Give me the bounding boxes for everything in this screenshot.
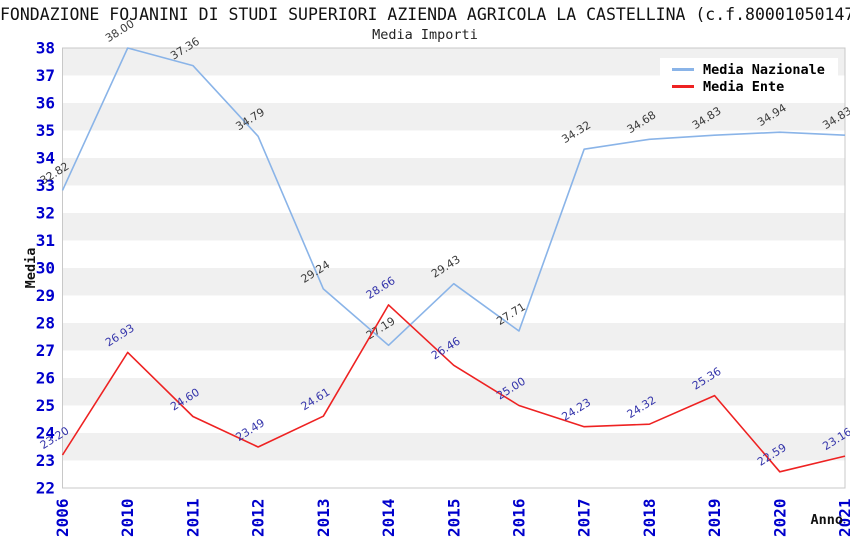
x-tick-label: 2019: [705, 498, 724, 537]
x-tick-label: 2014: [379, 498, 398, 537]
media-nazionale-line-swatch: [672, 68, 694, 71]
y-tick-label: 30: [36, 259, 55, 278]
x-tick-label: 2020: [770, 498, 789, 537]
grid-band: [62, 268, 845, 296]
y-tick-label: 38: [36, 39, 55, 58]
y-tick-label: 24: [36, 424, 55, 443]
legend-item-media-ente: Media Ente: [672, 78, 838, 95]
x-tick-label: 2017: [575, 498, 594, 537]
y-axis-title: Media: [23, 248, 39, 289]
media-ente-line-swatch: [672, 85, 694, 88]
x-axis-title: Anno: [810, 512, 843, 528]
y-tick-label: 25: [36, 396, 55, 415]
x-tick-label: 2016: [509, 498, 528, 537]
y-tick-label: 26: [36, 369, 55, 388]
data-label: 38.00: [103, 17, 137, 45]
x-tick-label: 2012: [249, 498, 268, 537]
y-tick-label: 29: [36, 286, 55, 305]
x-tick-label: 2013: [314, 498, 333, 537]
grid-band: [62, 213, 845, 241]
series-line-media-ente: [61, 304, 846, 473]
x-tick-label: 2018: [640, 498, 659, 537]
y-tick-label: 27: [36, 341, 55, 360]
grid-band: [62, 433, 845, 461]
plot-border: [62, 47, 846, 489]
y-tick-label: 33: [36, 176, 55, 195]
x-tick-label: 2010: [118, 498, 137, 537]
y-tick-label: 23: [36, 451, 55, 470]
y-tick-label: 28: [36, 314, 55, 333]
y-tick-label: 34: [36, 149, 55, 168]
legend-label-media-ente: Media Ente: [703, 78, 785, 95]
grid-band: [62, 323, 845, 351]
x-tick-label: 2015: [444, 498, 463, 537]
grid-band: [62, 378, 845, 406]
series-line-media-nazionale: [61, 47, 846, 347]
x-tick-label: 2011: [183, 498, 202, 537]
chart-subtitle: Media Importi: [372, 27, 478, 43]
y-tick-label: 31: [36, 231, 55, 250]
y-tick-label: 22: [36, 479, 55, 498]
grid-band: [62, 158, 845, 186]
legend-item-media-nazionale: Media Nazionale: [672, 61, 838, 78]
legend: Media Nazionale Media Ente: [660, 58, 838, 98]
legend-label-media-nazionale: Media Nazionale: [703, 61, 825, 78]
y-tick-label: 35: [36, 121, 55, 140]
x-tick-label: 2021: [836, 498, 850, 537]
y-tick-label: 37: [36, 66, 55, 85]
grid-band: [62, 103, 845, 131]
x-tick-label: 2006: [53, 498, 72, 537]
chart-title: FONDAZIONE FOJANINI DI STUDI SUPERIORI A…: [0, 5, 850, 24]
y-tick-label: 32: [36, 204, 55, 223]
y-tick-label: 36: [36, 94, 55, 113]
